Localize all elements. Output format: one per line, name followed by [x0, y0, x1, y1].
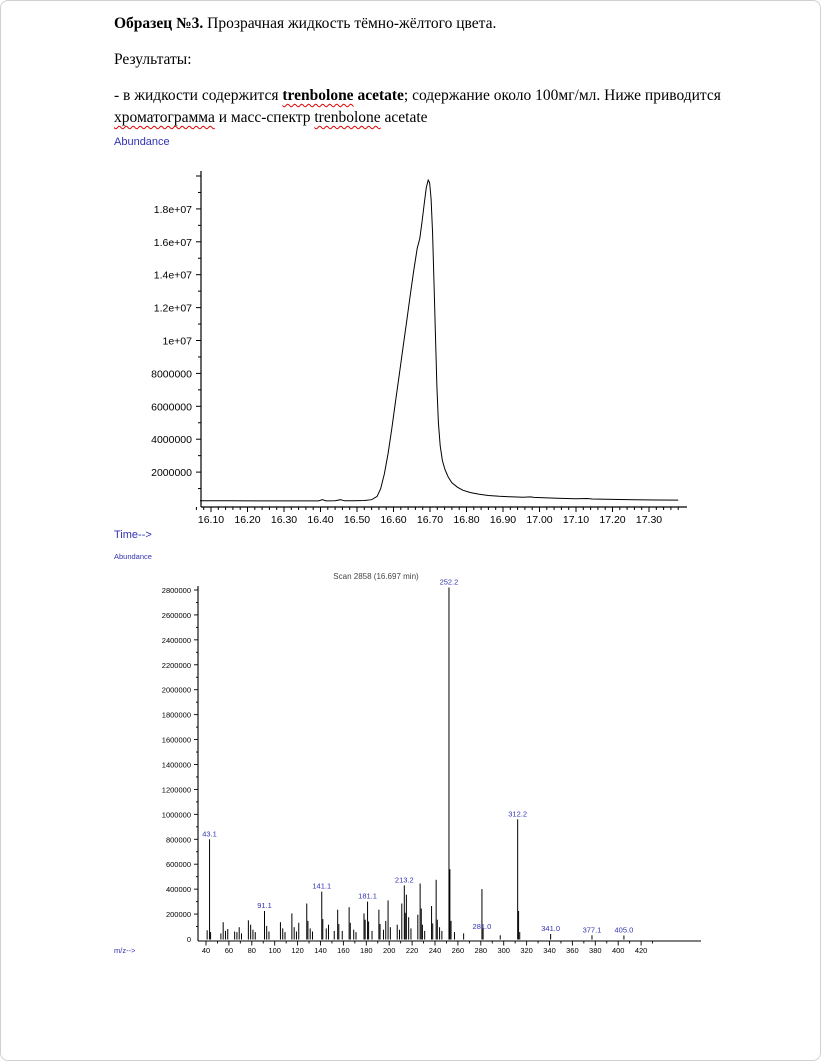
- chromatogram-x-tick-label: 16.30: [271, 514, 297, 526]
- chromatogram-x-tick-label: 17.00: [526, 514, 552, 526]
- chromatogram-x-tick-label: 16.50: [344, 514, 370, 526]
- mass-spectrum-x-tick-label: 300: [497, 946, 510, 955]
- chromatogram-y-tick-label: 4000000: [151, 434, 192, 446]
- mass-spectrum-x-tick-label: 400: [612, 946, 625, 955]
- mass-spectrum-y-tick-label: 2400000: [162, 636, 191, 645]
- results-text-1: - в жидкости содержится: [114, 87, 283, 104]
- mass-spectrum-x-tick-label: 180: [360, 946, 373, 955]
- sample-number: Образец №3.: [114, 15, 204, 32]
- chromatogram-y-tick-label: 8000000: [151, 368, 192, 380]
- chromatogram-x-tick-label: 17.20: [599, 514, 625, 526]
- mass-spectrum-peak-label: 405.0: [615, 926, 634, 935]
- chromatogram-y-tick-label: 2000000: [151, 467, 192, 479]
- results-text-3: и масс-спектр: [214, 109, 315, 126]
- chromatogram-x-axis-title: Time-->: [114, 529, 152, 541]
- mass-spectrum-x-tick-label: 220: [406, 946, 419, 955]
- mass-spectrum-y-tick-label: 1600000: [162, 736, 191, 745]
- mass-spectrum-y-tick-label: 2000000: [162, 686, 191, 695]
- mass-spectrum-x-tick-label: 420: [635, 946, 648, 955]
- mass-spectrum-x-tick-label: 120: [291, 946, 304, 955]
- mass-spectrum-y-tick-label: 2800000: [162, 586, 191, 595]
- mass-spectrum-x-tick-label: 240: [429, 946, 442, 955]
- results-paragraph: - в жидкости содержится trenbolone aceta…: [114, 85, 754, 129]
- mass-spectrum-x-tick-label: 340: [543, 946, 556, 955]
- mass-spectrum-x-tick-label: 160: [337, 946, 350, 955]
- chromatogram-x-tick-label: 16.70: [417, 514, 443, 526]
- chromatogram-x-tick-label: 16.20: [234, 514, 260, 526]
- chromatogram-x-tick-label: 16.10: [198, 514, 224, 526]
- mass-spectrum-x-tick-label: 100: [268, 946, 281, 955]
- mass-spectrum-title: Scan 2858 (16.697 min): [333, 572, 419, 581]
- mass-spectrum-x-tick-label: 60: [225, 946, 233, 955]
- mass-spectrum-y-tick-label: 800000: [166, 835, 191, 844]
- substance-name-bold: trenbolone: [282, 87, 354, 104]
- sample-description: Прозрачная жидкость тёмно-жёлтого цвета.: [203, 15, 497, 32]
- mass-spectrum-peak-label: 252.2: [440, 578, 459, 587]
- chromatogram-y-tick-label: 1.4e+07: [154, 270, 192, 282]
- report-text-block: Образец №3. Прозрачная жидкость тёмно-жё…: [114, 13, 754, 129]
- mass-spectrum-x-tick-label: 280: [475, 946, 488, 955]
- chromatogram-y-tick-label: 1.2e+07: [154, 303, 192, 315]
- chromatogram-x-tick-label: 16.90: [490, 514, 516, 526]
- mass-spectrum-x-tick-label: 320: [520, 946, 533, 955]
- mass-spectrum-peak-label: 281.0: [473, 922, 492, 931]
- mass-spectrum-x-tick-label: 200: [383, 946, 396, 955]
- mass-spectrum-x-tick-label: 380: [589, 946, 602, 955]
- mass-spectrum-x-tick-label: 360: [566, 946, 579, 955]
- results-text-2: ; содержание около 100мг/мл. Ниже привод…: [403, 87, 721, 104]
- mass-spectrum-peak-label: 181.1: [358, 892, 377, 901]
- chromatogram-x-tick-label: 16.40: [307, 514, 333, 526]
- chromatogram-y-axis-title: Abundance: [114, 136, 170, 148]
- mass-spectrum-x-tick-label: 140: [314, 946, 327, 955]
- substance-name-3: acetate: [380, 109, 428, 126]
- substance-name-2: trenbolone: [314, 109, 381, 126]
- chromatogram-trace: [199, 178, 679, 502]
- mass-spectrum-y-tick-label: 0: [187, 935, 191, 944]
- chromatogram-y-tick-label: 1.6e+07: [154, 237, 192, 249]
- mass-spectrum-x-tick-label: 40: [202, 946, 210, 955]
- mass-spectrum-y-axis-title: Abundance: [114, 552, 152, 561]
- mass-spectrum-y-tick-label: 1000000: [162, 810, 191, 819]
- mass-spectrum-peak-label: 91.1: [257, 901, 272, 910]
- mass-spectrum-peak-label: 377.1: [583, 925, 602, 934]
- mass-spectrum-y-tick-label: 1800000: [162, 711, 191, 720]
- mass-spectrum-y-tick-label: 2600000: [162, 611, 191, 620]
- mass-spectrum-y-tick-label: 1200000: [162, 785, 191, 794]
- mass-spectrum-y-tick-label: 400000: [166, 885, 191, 894]
- mass-spectrum-x-axis-title: m/z-->: [114, 946, 136, 955]
- mass-spectrum-peak-label: 43.1: [202, 829, 217, 838]
- mass-spectrum-peak-label: 141.1: [312, 882, 331, 891]
- mass-spectrum-y-tick-label: 600000: [166, 860, 191, 869]
- chromatogram-x-tick-label: 16.60: [380, 514, 406, 526]
- mass-spectrum-x-tick-label: 260: [452, 946, 465, 955]
- chromatogram-x-tick-label: 16.80: [453, 514, 479, 526]
- mass-spectrum-y-tick-label: 200000: [166, 910, 191, 919]
- chromatogram-x-tick-label: 17.30: [636, 514, 662, 526]
- mass-spectrum-x-tick-label: 80: [248, 946, 256, 955]
- mass-spectrum-peak-label: 213.2: [395, 875, 414, 884]
- mass-spectrum-y-tick-label: 1400000: [162, 760, 191, 769]
- chromatogram-y-tick-label: 6000000: [151, 401, 192, 413]
- chromatogram-word: хроматограмма: [114, 109, 215, 126]
- chromatogram-y-tick-label: 1e+07: [163, 336, 193, 348]
- mass-spectrum-y-tick-label: 2200000: [162, 661, 191, 670]
- chromatogram-chart: Abundance Time--> 16.10 16.20 16.30 16.40 16.5…: [114, 136, 687, 541]
- mass-spectrum-peak-label: 312.2: [508, 809, 527, 818]
- mass-spectrum-peak-label: 341.0: [541, 924, 560, 933]
- chromatogram-y-tick-label: 1.8e+07: [154, 204, 192, 216]
- sample-title-line: Образец №3. Прозрачная жидкость тёмно-жё…: [114, 13, 754, 35]
- results-label: Результаты:: [114, 51, 192, 68]
- substance-name-bold-2: acetate: [353, 87, 404, 104]
- chromatogram-x-tick-label: 17.10: [563, 514, 589, 526]
- mass-spectrum-chart: Abundance m/z--> Scan 2858 (16.697 min) 40 6…: [114, 552, 701, 955]
